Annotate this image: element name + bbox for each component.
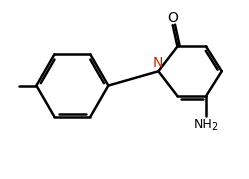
Text: 2: 2 xyxy=(211,122,218,132)
Text: NH: NH xyxy=(193,118,212,131)
Text: O: O xyxy=(167,11,178,25)
Text: N: N xyxy=(153,56,163,70)
